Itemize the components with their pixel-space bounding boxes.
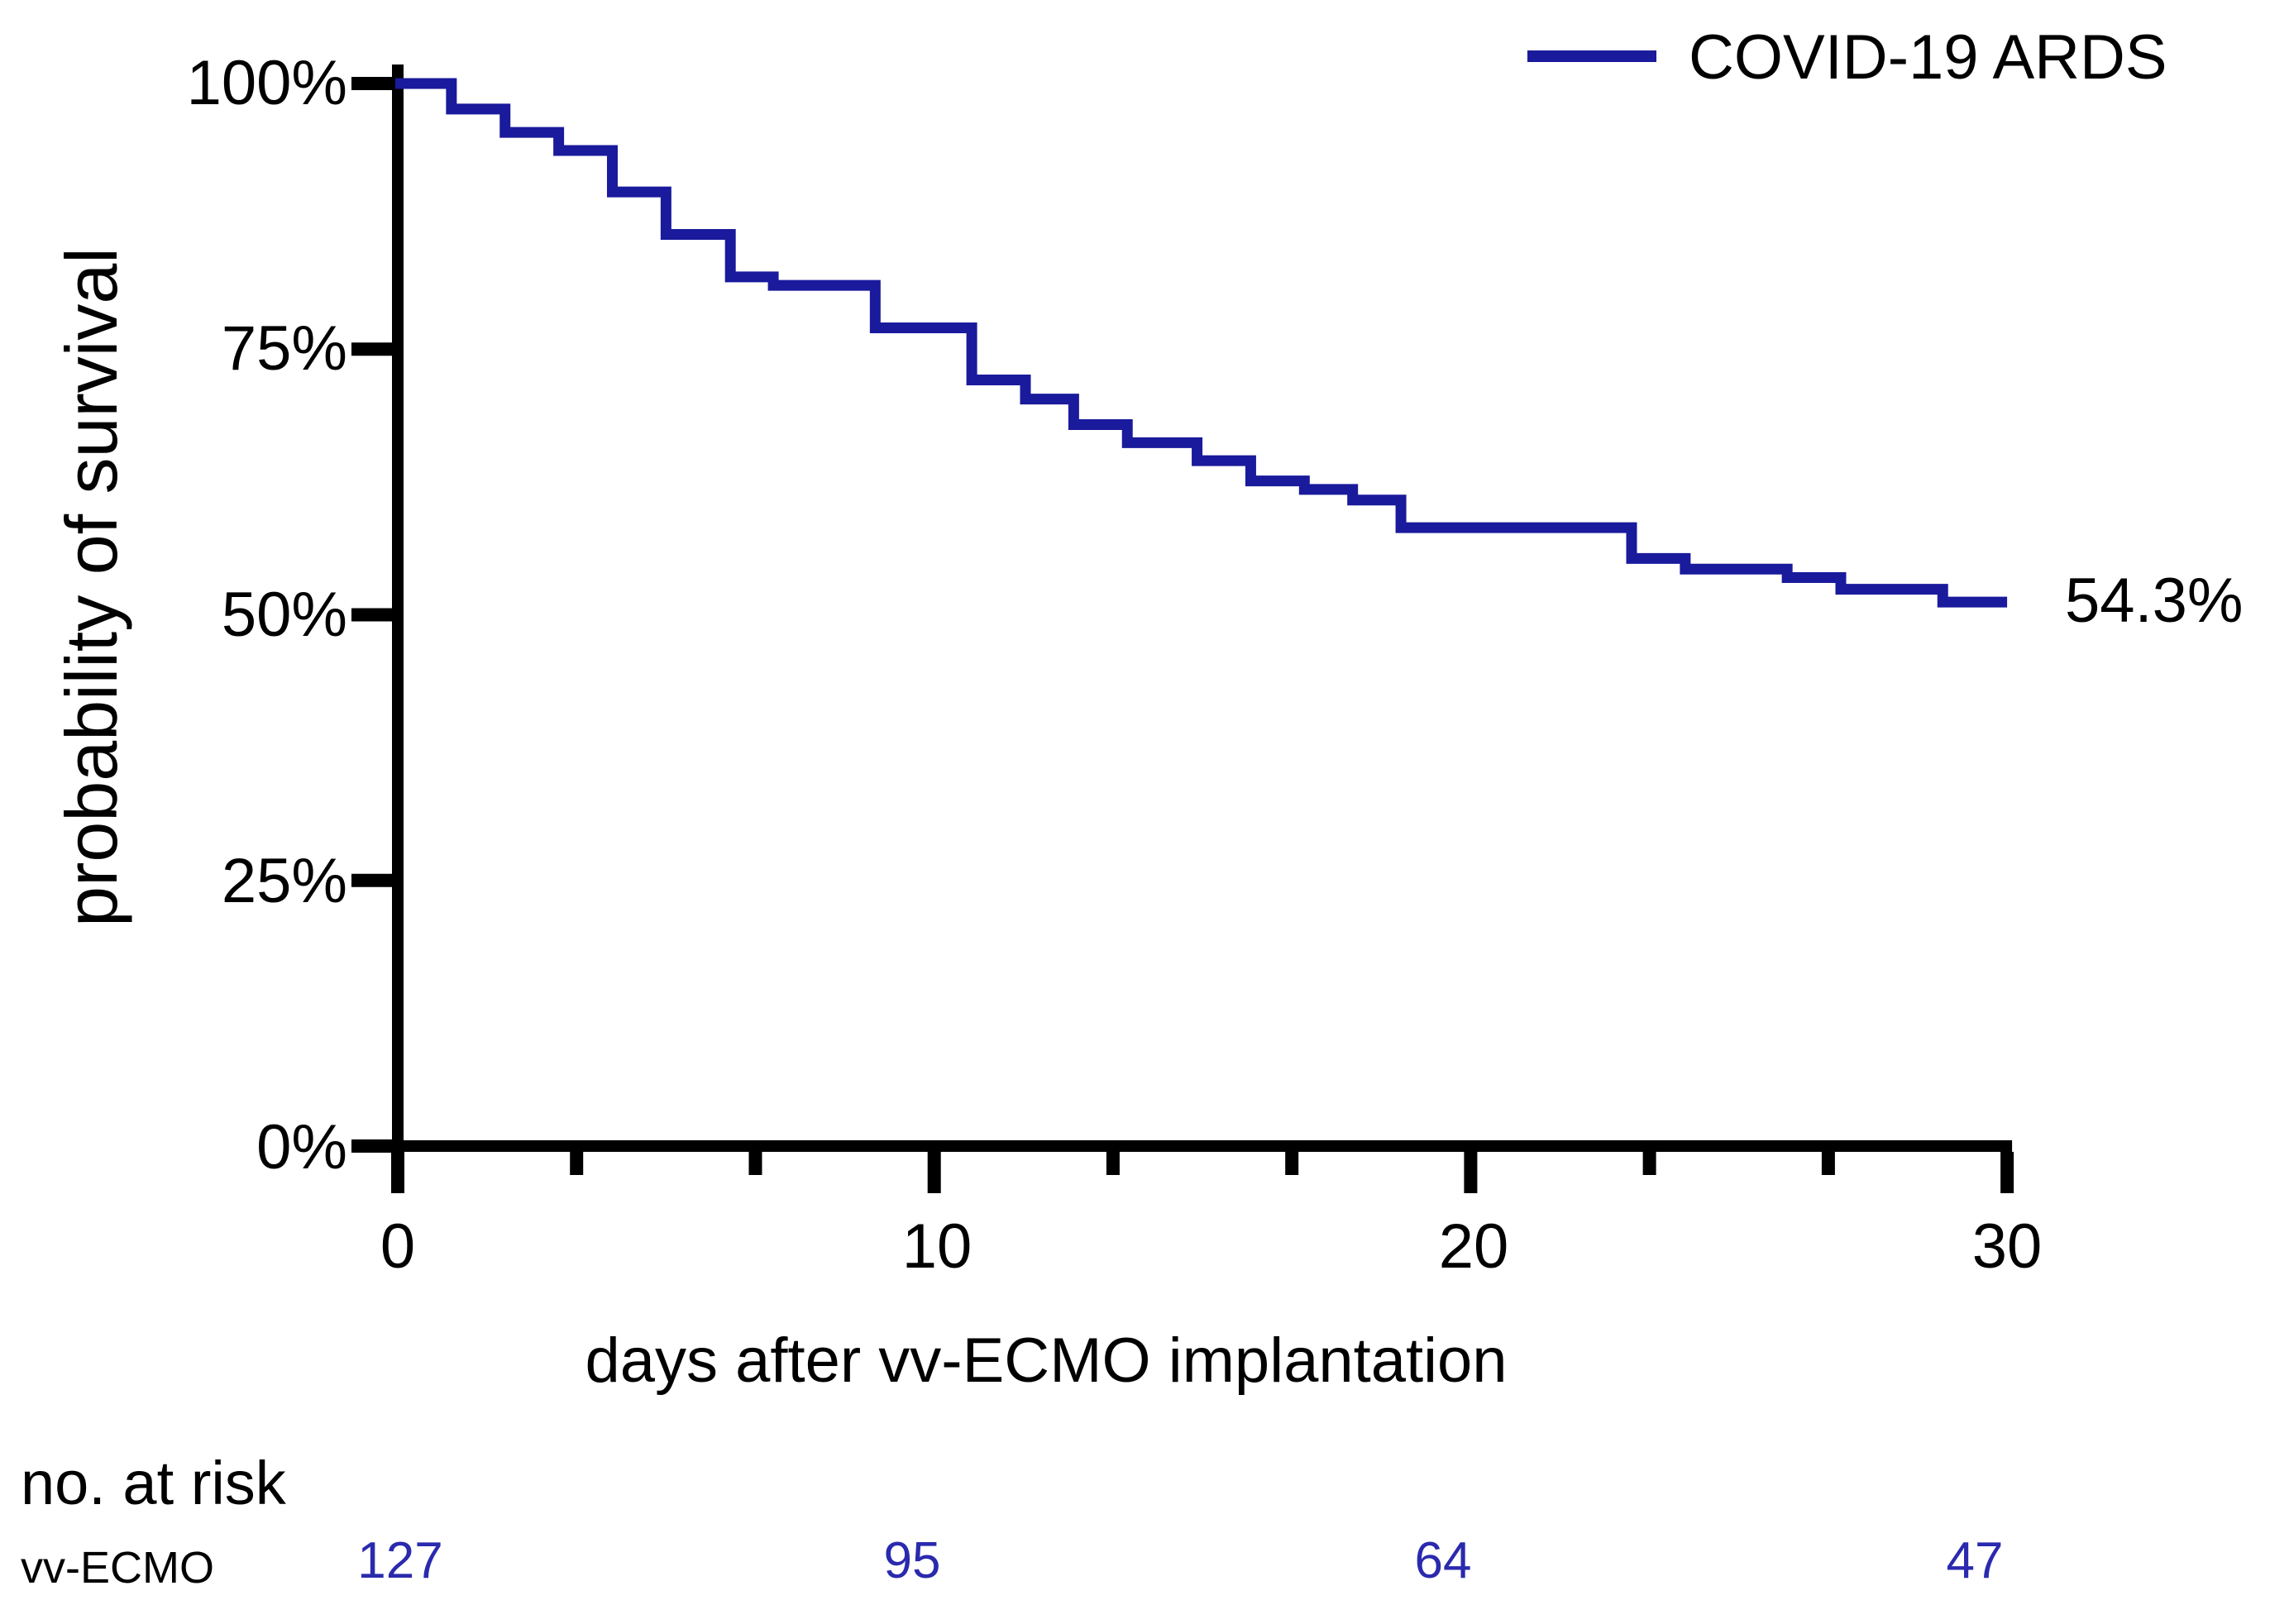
ytick-label-25: 25% [221,846,347,916]
y-tick-mark [351,1139,398,1153]
km-step-line [395,78,2008,608]
y-tick-mark [351,873,398,887]
y-tick-mark [351,77,398,90]
ytick-label-100: 100% [186,48,347,118]
x-tick-mark [927,1152,941,1193]
x-tick-mark [1464,1152,1478,1193]
xtick-label-10: 10 [901,1211,973,1282]
x-minor-tick-mark [1821,1152,1835,1175]
x-minor-tick-mark [1106,1152,1120,1175]
legend-label: COVID-19 ARDS [1689,22,2167,93]
survival-curve [395,78,2008,608]
y-tick-mark [351,342,398,356]
x-axis-title: days after vv-ECMO implantation [585,1325,1508,1396]
at-risk-value-day30: 47 [1946,1532,2004,1589]
ytick-label-75: 75% [221,313,347,384]
x-tick-mark [2000,1152,2014,1193]
at-risk-row-label: vv-ECMO [21,1543,214,1593]
xtick-label-20: 20 [1438,1211,1509,1282]
at-risk-value-day10: 95 [883,1532,941,1589]
x-minor-tick-mark [1642,1152,1656,1175]
ytick-label-0: 0% [256,1112,347,1182]
x-minor-tick-mark [1285,1152,1299,1175]
at-risk-heading: no. at risk [21,1449,286,1517]
x-minor-tick-mark [570,1152,584,1175]
at-risk-value-day20: 64 [1414,1532,1472,1589]
x-minor-tick-mark [748,1152,762,1175]
legend-line-swatch [1527,50,1656,62]
axes-lines [392,64,2013,1152]
y-tick-mark [351,608,398,622]
at-risk-value-day0: 127 [357,1532,443,1589]
x-axis-line [392,1140,2013,1152]
y-axis-title: probability of survival [50,247,132,927]
ytick-label-50: 50% [221,580,347,650]
final-survival-annotation: 54.3% [2065,566,2244,636]
legend-swatch-line [1527,50,1656,62]
xtick-label-0: 0 [380,1211,416,1282]
xtick-label-30: 30 [1971,1211,2043,1282]
axis-ticks [351,77,2014,1193]
x-tick-mark [391,1152,404,1193]
